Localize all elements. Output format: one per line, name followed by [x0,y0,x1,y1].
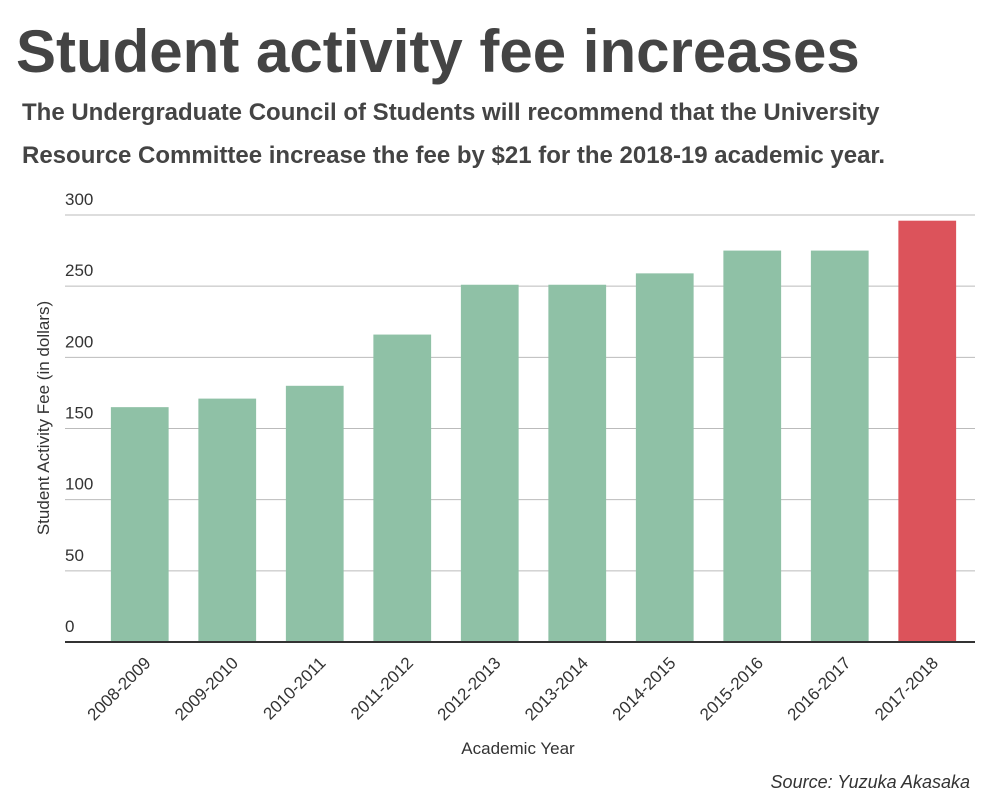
y-tick-label: 150 [65,404,93,423]
x-tick-label: 2008-2009 [84,653,155,724]
x-tick-label: 2017-2018 [871,653,942,724]
chart-subtitle: Resource Committee increase the fee by $… [22,142,885,169]
x-tick-label: 2009-2010 [171,653,242,724]
x-tick-label: 2012-2013 [434,653,505,724]
bar [460,284,519,642]
x-tick-label: 2010-2011 [260,653,330,723]
bar [198,398,257,642]
y-tick-label: 300 [65,190,93,209]
x-tick-label: 2016-2017 [784,653,855,724]
bar [373,334,432,642]
chart-subtitle: The Undergraduate Council of Students wi… [22,99,880,126]
x-tick-label: 2011-2012 [347,653,417,723]
x-axis-label: Academic Year [461,739,575,758]
chart-title: Student activity fee increases [16,18,860,85]
x-tick-label: 2014-2015 [609,653,680,724]
bar [898,220,957,642]
y-tick-label: 100 [65,475,93,494]
bar [110,407,169,642]
bar [285,385,344,642]
bar [635,273,694,642]
x-tick-label: 2015-2016 [696,653,767,724]
source: Source: Yuzuka Akasaka [771,772,970,792]
y-tick-label: 250 [65,261,93,280]
x-tick-label: 2013-2014 [521,653,592,724]
bar [548,284,607,642]
bar [723,250,782,643]
bar [810,250,869,643]
y-axis-label: Student Activity Fee (in dollars) [34,301,53,535]
y-tick-label: 50 [65,546,84,565]
y-tick-label: 0 [65,617,74,636]
y-tick-label: 200 [65,332,93,351]
